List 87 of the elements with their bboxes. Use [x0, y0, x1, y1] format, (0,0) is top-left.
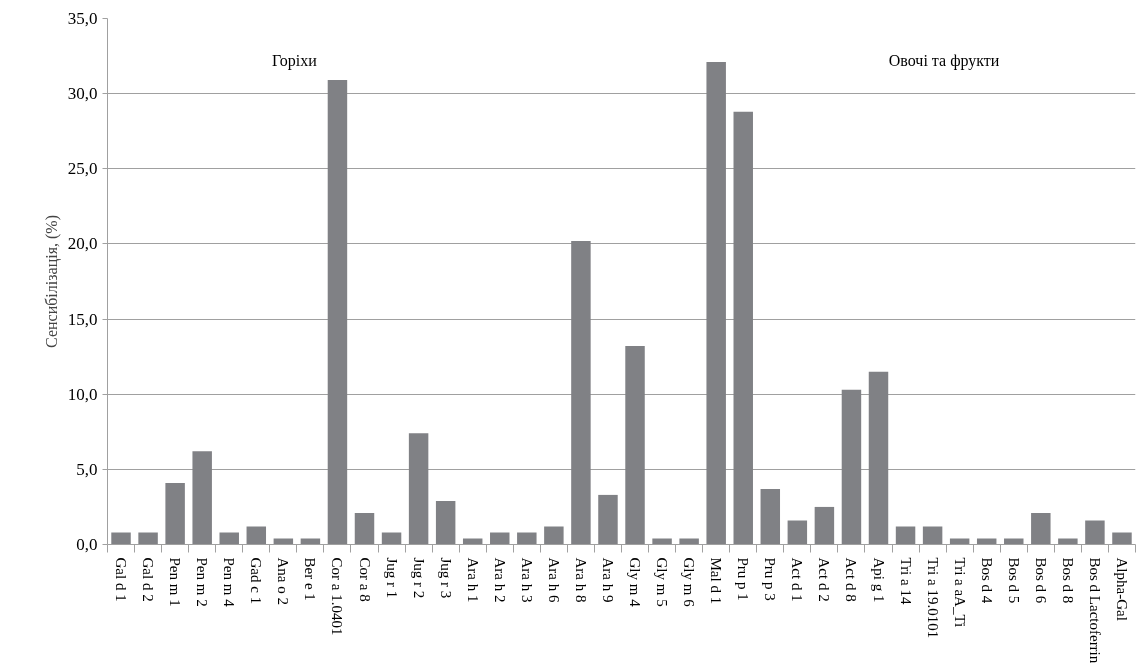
bar: [1004, 538, 1024, 545]
bar: [246, 526, 267, 545]
bar: [111, 532, 131, 545]
y-tick-label: 25,0: [67, 159, 98, 179]
x-tick-label: Ara h 9: [599, 557, 616, 603]
x-tick-label: Mal d 1: [708, 557, 725, 605]
x-tick-label: Pen m 2: [194, 557, 211, 607]
bar: [814, 506, 835, 545]
x-tick-label: Ana o 2: [275, 557, 292, 605]
x-tick-label: Gly m 4: [627, 557, 644, 608]
bar: [625, 346, 645, 545]
x-tick-label: Tri a 14: [897, 557, 914, 605]
bar: [1112, 532, 1132, 545]
annotation: Овочі та фрукти: [888, 52, 1000, 71]
bar: [922, 526, 943, 545]
y-tick-label: 5,0: [76, 459, 98, 479]
x-tick-label: Gly m 6: [681, 557, 698, 608]
x-tick-label: Ara h 8: [572, 557, 589, 603]
x-tick-label: Gal d 2: [140, 557, 157, 602]
bar: [1085, 520, 1105, 545]
x-tick-label: Act d 8: [843, 557, 860, 602]
bar: [165, 482, 185, 545]
bar: [787, 520, 808, 545]
bar: [219, 532, 239, 545]
x-tick-label: Tri a 19.0101: [924, 557, 941, 639]
x-tick-label: Act d 2: [816, 557, 833, 602]
x-tick-label: Act d 1: [789, 557, 806, 602]
x-tick-label: Pen m 1: [167, 557, 184, 607]
bar: [517, 532, 537, 545]
bar: [949, 538, 970, 545]
x-tick-label: Pru p 3: [762, 557, 779, 601]
x-tick-label: Jug r 1: [383, 557, 400, 599]
bar: [571, 240, 591, 545]
x-tick-label: Cor a 1.0401: [329, 557, 346, 636]
x-tick-label: Bos d 6: [1032, 557, 1049, 604]
x-tick-label: Cor a 8: [356, 557, 373, 602]
bar: [435, 500, 456, 545]
x-tick-label: Bos d 5: [1005, 557, 1022, 604]
x-tick-label: Jug r 2: [410, 557, 427, 599]
bar: [1031, 512, 1051, 545]
x-tick-label: Ber e 1: [302, 557, 319, 601]
x-tick-label: Gly m 5: [654, 557, 671, 607]
bar: [300, 538, 321, 545]
bar: [327, 80, 348, 545]
bar: [841, 389, 862, 545]
x-tick-label: Bos d 4: [978, 557, 995, 604]
x-tick-label: Pen m 4: [221, 557, 238, 608]
bar: [706, 62, 726, 545]
x-tick-label: Tri a aA_Ti: [951, 557, 968, 628]
x-tick-label: Bos d 8: [1059, 557, 1076, 604]
bar: [895, 526, 916, 545]
bar: [544, 526, 564, 545]
bar: [868, 371, 889, 545]
annotation: Горіхи: [271, 52, 318, 71]
bar: [381, 532, 402, 545]
y-tick-label: 0,0: [76, 535, 98, 554]
y-axis-title: Сенсибілізація, (%): [42, 215, 61, 348]
y-tick-label: 30,0: [67, 84, 98, 104]
y-tick-label: 15,0: [67, 309, 98, 329]
x-tick-label: Alpha-Gal: [1113, 557, 1130, 621]
bar: [192, 451, 212, 545]
x-tick-label: Gal d 1: [113, 557, 130, 602]
x-tick-label: Api g 1: [870, 557, 887, 603]
bar: [273, 538, 294, 545]
bar: [976, 538, 997, 545]
y-tick-label: 10,0: [67, 384, 98, 404]
x-tick-label: Pru p 1: [735, 557, 752, 601]
x-tick-label: Ara h 1: [464, 557, 481, 603]
bar: [462, 538, 483, 545]
bar: [138, 532, 158, 545]
bar: [490, 532, 510, 545]
y-tick-label: 20,0: [67, 234, 98, 254]
x-tick-label: Ara h 2: [491, 557, 508, 603]
x-tick-label: Ara h 3: [518, 557, 535, 603]
bar: [733, 111, 753, 545]
bar: [408, 433, 429, 545]
bar: [679, 538, 699, 545]
bar: [652, 538, 672, 545]
x-tick-label: Bos d Lactoferrin: [1086, 557, 1103, 664]
bar: [598, 494, 618, 545]
x-tick-label: Jug r 3: [437, 557, 454, 599]
x-tick-label: Gad c 1: [248, 557, 265, 605]
bar: [354, 512, 375, 545]
bar: [760, 488, 781, 545]
y-tick-label: 35,0: [67, 9, 98, 28]
x-tick-label: Ara h 6: [545, 557, 562, 603]
bar: [1058, 538, 1078, 545]
